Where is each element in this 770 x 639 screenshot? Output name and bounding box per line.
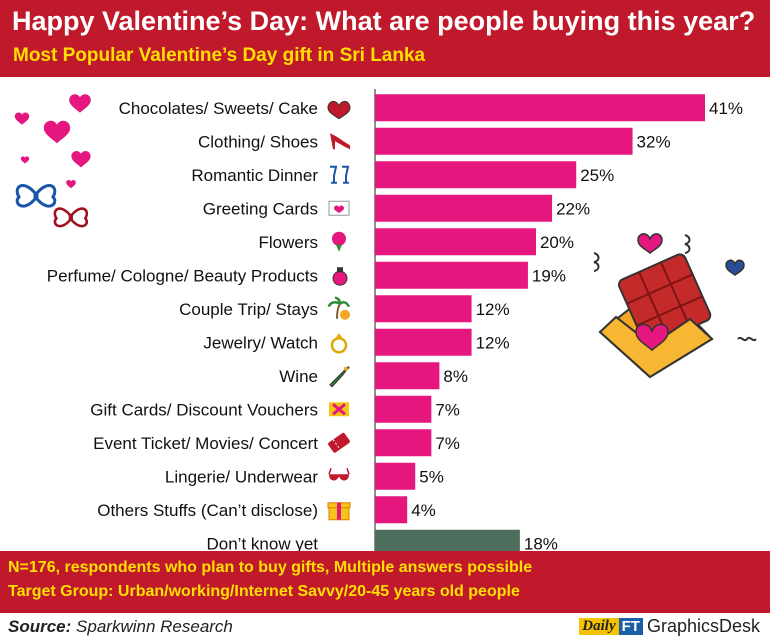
champagne-glasses-icon: [330, 165, 350, 184]
butterfly-decoration-icon: [53, 207, 89, 228]
heart-decoration-icon: [43, 120, 71, 144]
heart-decoration-icon: [14, 112, 30, 125]
target-group-note: Target Group: Urban/working/Internet Sav…: [8, 583, 520, 600]
wine-bottle-icon: [329, 366, 350, 388]
bar: [375, 228, 536, 256]
value-label: 5%: [419, 467, 444, 486]
heart-chocolate-box-icon: [327, 100, 351, 120]
category-label: Romantic Dinner: [191, 166, 318, 185]
category-label: Lingerie/ Underwear: [165, 467, 318, 486]
bar: [375, 395, 432, 423]
bar: [375, 194, 553, 222]
category-label: Jewelry/ Watch: [203, 333, 318, 352]
category-label: Clothing/ Shoes: [198, 132, 318, 151]
category-label: Others Stuffs (Can’t disclose): [97, 501, 318, 520]
heart-decoration-icon: [71, 150, 91, 168]
page-title: Happy Valentine’s Day: What are people b…: [12, 6, 756, 36]
logo-graphicsdesk: GraphicsDesk: [646, 615, 760, 636]
value-label: 8%: [443, 367, 468, 386]
category-label: Perfume/ Cologne/ Beauty Products: [47, 266, 318, 285]
bar: [375, 462, 416, 490]
bar: [375, 127, 633, 155]
value-label: 20%: [540, 233, 574, 252]
value-label: 7%: [435, 400, 460, 419]
heart-decoration-icon: [66, 179, 76, 189]
value-label: 12%: [476, 300, 510, 319]
greeting-card-icon: [328, 200, 350, 216]
chart-area: Chocolates/ Sweets/ Cake 41% Clothing/ Sho…: [0, 77, 770, 560]
category-label: Event Ticket/ Movies/ Concert: [93, 434, 318, 453]
gift-box-icon: [327, 502, 351, 521]
chart-marks: Chocolates/ Sweets/ Cake 41% Clothing/ Sho…: [47, 89, 743, 560]
source-credit: Source: Sparkwinn Research: [8, 617, 233, 637]
bar: [375, 261, 528, 289]
value-label: 7%: [435, 434, 460, 453]
value-label: 41%: [709, 99, 743, 118]
ring-icon: [330, 333, 348, 354]
high-heel-shoe-icon: [330, 133, 350, 150]
footer-banner: N=176, respondents who plan to buy gifts…: [0, 551, 770, 613]
bar: [375, 295, 472, 323]
value-label: 12%: [476, 333, 510, 352]
category-label: Don’t know yet: [207, 534, 319, 551]
bar: [375, 362, 440, 390]
category-label: Chocolates/ Sweets/ Cake: [119, 99, 318, 118]
bar: [375, 496, 408, 524]
sample-note: N=176, respondents who plan to buy gifts…: [8, 559, 533, 576]
source-label: Source:: [8, 617, 72, 636]
bar: [375, 328, 472, 356]
bar: [375, 161, 577, 189]
lingerie-icon: [328, 468, 350, 481]
source-bar: Source: Sparkwinn Research Daily FT Grap…: [0, 613, 770, 639]
perfume-bottle-icon: [332, 267, 348, 286]
value-label: 25%: [580, 166, 614, 185]
heart-decoration-icon: [69, 94, 91, 113]
butterfly-decoration-icon: [15, 184, 57, 208]
graphicsdesk-logo: Daily FT GraphicsDesk: [579, 616, 760, 636]
bar-chart: Chocolates/ Sweets/ Cake 41% Clothing/ Sho…: [14, 89, 757, 560]
category-label: Greeting Cards: [203, 199, 318, 218]
logo-daily: Daily: [579, 617, 619, 635]
value-label: 32%: [637, 132, 671, 151]
source-name: Sparkwinn Research: [76, 617, 233, 636]
header-banner: Happy Valentine’s Day: What are people b…: [0, 0, 770, 77]
category-label: Flowers: [258, 233, 318, 252]
value-label: 22%: [556, 199, 590, 218]
envelope-chocolate-illustration: [593, 233, 757, 379]
category-label: Wine: [279, 367, 318, 386]
heart-decoration-icon: [20, 156, 30, 164]
chart-subtitle: Most Popular Valentine’s Day gift in Sri…: [13, 45, 426, 66]
decorations: [14, 94, 757, 379]
value-label: 18%: [524, 534, 558, 551]
gift-card-icon: [329, 402, 349, 417]
flower-bouquet-icon: [332, 231, 346, 252]
logo-ft: FT: [618, 617, 643, 635]
palm-tree-icon: [327, 296, 351, 320]
category-label: Couple Trip/ Stays: [179, 300, 318, 319]
bar: [375, 529, 520, 557]
ticket-icon: [328, 432, 350, 453]
category-label: Gift Cards/ Discount Vouchers: [90, 400, 318, 419]
bar: [375, 94, 705, 122]
bar: [375, 429, 432, 457]
value-label: 4%: [411, 501, 436, 520]
value-label: 19%: [532, 266, 566, 285]
